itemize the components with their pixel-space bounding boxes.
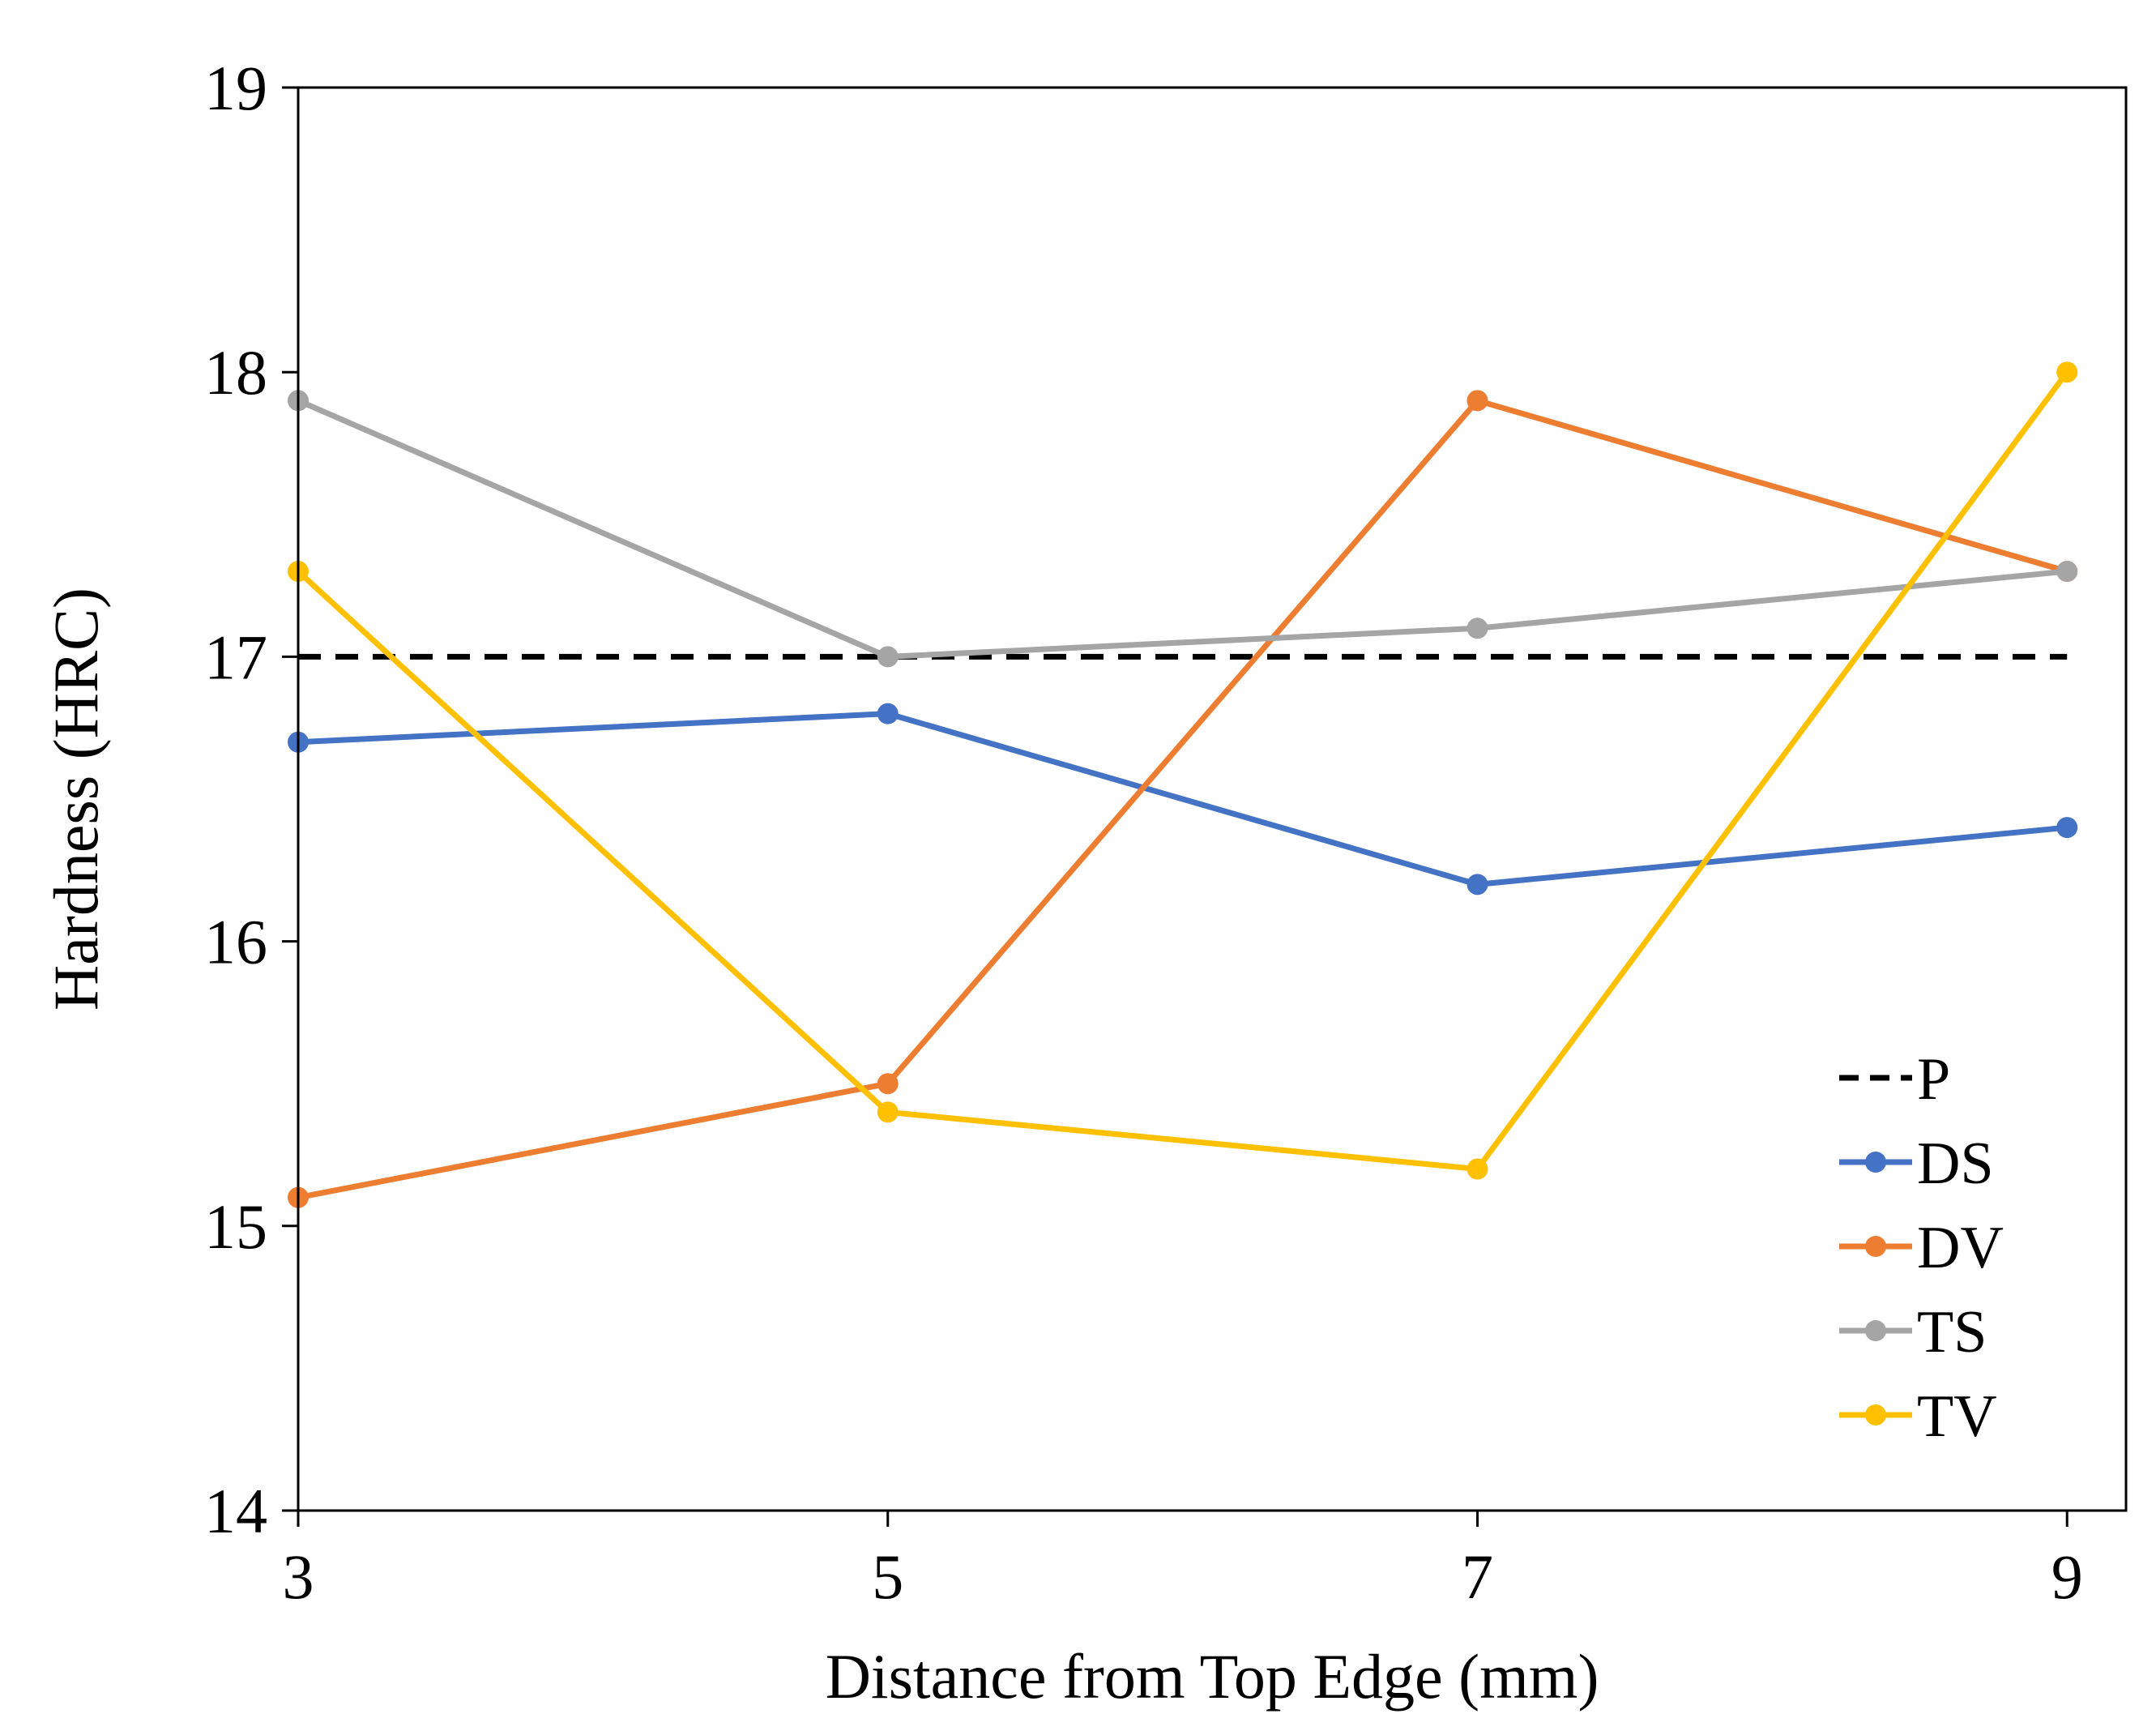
legend-label-p: P xyxy=(1917,1046,1950,1113)
y-axis-title: Hardness (HRC) xyxy=(41,588,111,1011)
legend-marker-ds xyxy=(1865,1152,1886,1173)
legend: P DS DV TS TV xyxy=(1839,1046,2004,1450)
data-point-ts xyxy=(2056,561,2078,583)
data-point-ds xyxy=(2056,817,2078,839)
x-tick-label: 7 xyxy=(1462,1541,1493,1612)
data-point-dv xyxy=(877,1073,899,1095)
data-point-tv xyxy=(1467,1158,1488,1180)
y-tick-label: 18 xyxy=(204,337,267,408)
x-axis-title: Distance from Top Edge (mm) xyxy=(826,1641,1599,1712)
legend-marker-dv xyxy=(1865,1236,1886,1257)
data-point-dv xyxy=(1467,390,1488,412)
y-tick-label: 16 xyxy=(204,907,267,977)
y-tick-label: 14 xyxy=(204,1476,267,1546)
legend-marker-ts xyxy=(1865,1320,1886,1341)
series-line-ds xyxy=(295,711,2070,887)
data-point-tv xyxy=(2056,361,2078,383)
series-line-tv xyxy=(295,369,2070,1173)
y-tick-label: 19 xyxy=(204,53,267,123)
y-tick-label: 17 xyxy=(204,622,267,692)
data-point-tv xyxy=(877,1101,899,1123)
series-line-dv xyxy=(295,397,2070,1201)
data-point-ds xyxy=(877,703,899,724)
axis-layer: 14 15 16 17 18 19 3 5 7 9 xyxy=(204,53,2083,1612)
y-tick-label: 15 xyxy=(204,1191,267,1262)
x-tick-label: 3 xyxy=(283,1541,314,1612)
legend-label-ds: DS xyxy=(1917,1130,1994,1197)
series-line-ts xyxy=(295,397,2070,660)
legend-label-tv: TV xyxy=(1917,1383,1997,1450)
legend-marker-tv xyxy=(1865,1404,1886,1425)
data-point-ts xyxy=(1467,618,1488,639)
legend-label-ts: TS xyxy=(1917,1299,1987,1366)
data-point-ts xyxy=(877,646,899,668)
x-tick-label: 5 xyxy=(872,1541,903,1612)
series-layer xyxy=(288,361,2078,1208)
x-tick-label: 9 xyxy=(2051,1541,2083,1612)
plot-area-border xyxy=(297,86,2128,1512)
data-point-ds xyxy=(1467,874,1488,895)
legend-label-dv: DV xyxy=(1917,1215,2004,1281)
